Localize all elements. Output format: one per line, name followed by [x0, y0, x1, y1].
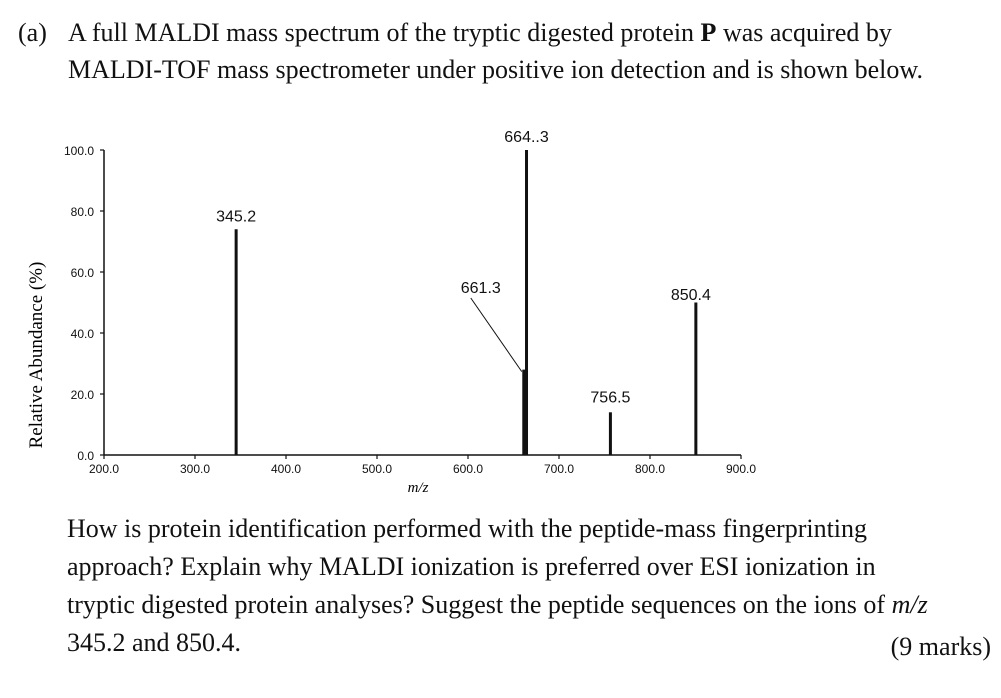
y-tick-labels: 0.0 20.0 40.0 60.0 80.0 100.0 — [64, 144, 104, 463]
intro-line-2: MALDI-TOF mass spectrometer under positi… — [68, 55, 923, 84]
peak-label: 850.4 — [671, 287, 711, 304]
question-label: (a) — [18, 18, 47, 47]
mass-spectrum-chart: 0.0 20.0 40.0 60.0 80.0 100.0 200.0 300.0 400.0… — [26, 129, 756, 496]
y-tick-label: 20.0 — [71, 388, 95, 402]
protein-name: P — [700, 18, 717, 47]
y-tick-label: 60.0 — [71, 266, 95, 280]
question-line-2: approach? Explain why MALDI ionization i… — [67, 552, 876, 581]
x-tick-labels: 200.0 300.0 400.0 500.0 600.0 700.0 800.0 900.0 — [89, 455, 756, 476]
peak-label: 664..3 — [504, 129, 549, 146]
y-tick-label: 0.0 — [77, 449, 94, 463]
x-axis-label: m/z — [408, 480, 429, 496]
question-line-1: How is protein identification performed … — [67, 514, 868, 543]
chart-axes — [103, 150, 741, 456]
y-tick-label: 80.0 — [71, 205, 95, 219]
peak-labels: 345.2 661.3 664..3 756.5 850.4 — [216, 129, 711, 406]
marks-label: (9 marks) — [890, 632, 991, 661]
intro-line-1: A full MALDI mass spectrum of the trypti… — [68, 18, 892, 47]
y-tick-label: 100.0 — [64, 144, 94, 158]
x-tick-label: 900.0 — [726, 462, 756, 476]
question-line-3: tryptic digested protein analyses? Sugge… — [67, 590, 928, 619]
peak-label: 756.5 — [590, 389, 630, 406]
x-tick-label: 200.0 — [89, 462, 119, 476]
peak-label: 345.2 — [216, 208, 256, 225]
x-tick-label: 400.0 — [271, 462, 301, 476]
x-tick-label: 700.0 — [544, 462, 574, 476]
y-axis-label: Relative Abundance (%) — [26, 262, 47, 449]
y-tick-label: 40.0 — [71, 327, 95, 341]
peak-label: 661.3 — [461, 280, 501, 297]
x-tick-label: 300.0 — [180, 462, 210, 476]
peak-label-leader — [470, 297, 523, 372]
x-tick-label: 500.0 — [362, 462, 392, 476]
question-line-4: 345.2 and 850.4. — [67, 628, 242, 657]
peak-bars — [234, 150, 698, 455]
x-tick-label: 800.0 — [635, 462, 665, 476]
x-tick-label: 600.0 — [453, 462, 483, 476]
